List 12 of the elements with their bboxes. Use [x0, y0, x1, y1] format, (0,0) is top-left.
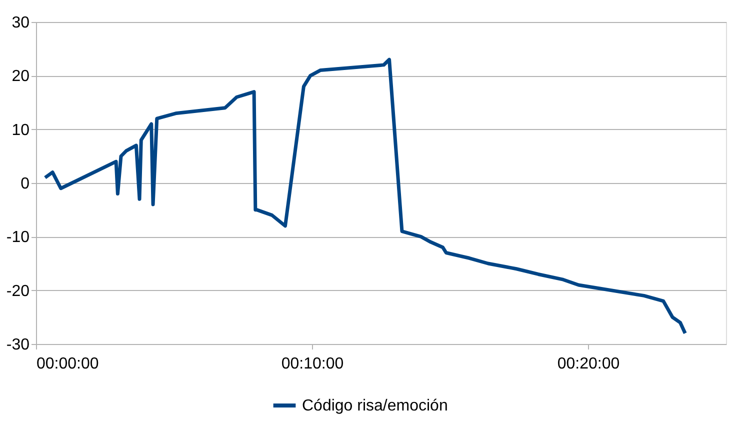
line-series: [43, 58, 687, 336]
x-tick-label: 00:00:00: [36, 356, 99, 372]
y-tick-label: -10: [6, 229, 30, 246]
y-tick-label: 0: [20, 176, 30, 192]
y-tick-label: 30: [12, 14, 30, 32]
y-tick-label: 20: [12, 68, 30, 86]
y-tick-label: -30: [6, 336, 30, 354]
y-tick-label: 10: [12, 122, 30, 139]
x-tick-label: 00:20:00: [557, 356, 620, 372]
legend-label: Código risa/emoción: [302, 398, 448, 414]
y-tick-label: -20: [6, 282, 30, 300]
x-tick-label: 00:10:00: [281, 356, 344, 372]
